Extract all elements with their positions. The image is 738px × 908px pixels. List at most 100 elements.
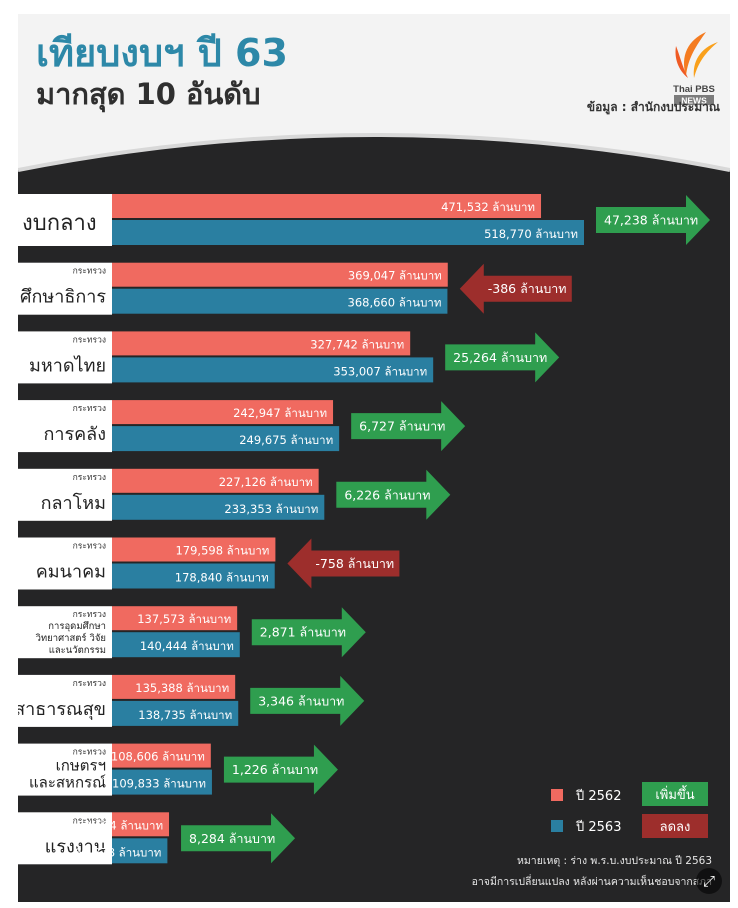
- category-panel: [18, 262, 112, 315]
- category-label: แรงงาน: [45, 836, 106, 857]
- bar-2563: [112, 220, 584, 245]
- category-label: เกษตรฯ: [56, 757, 106, 775]
- bar-2563-label: 140,444 ล้านบาท: [140, 639, 234, 653]
- category-prefix: กระทรวง: [73, 335, 106, 345]
- category-label: และนวัตกรรม: [49, 645, 106, 656]
- category-prefix: กระทรวง: [73, 542, 106, 552]
- category-prefix: กระทรวง: [73, 816, 106, 826]
- note-line-2: อาจมีการเปลี่ยนแปลง หลังผ่านความเห็นชอบจ…: [471, 876, 712, 888]
- change-label: 25,264 ล้านบาท: [453, 350, 547, 365]
- category-label: กลาโหม: [41, 492, 106, 514]
- increase-arrow: [251, 607, 366, 658]
- category-panel: [18, 468, 112, 521]
- bar-2563: [112, 357, 434, 383]
- bar-2563-label: 138,735 ล้านบาท: [138, 708, 232, 722]
- bar-2562-label: 135,388 ล้านบาท: [135, 681, 229, 695]
- decrease-arrow: [287, 538, 400, 589]
- bar-2563: [112, 632, 240, 658]
- bar-2562-label: 242,947 ล้านบาท: [233, 406, 327, 420]
- increase-arrow: [336, 469, 451, 520]
- change-label: 8,284 ล้านบาท: [189, 831, 275, 846]
- bar-2562-label: 471,532 ล้านบาท: [441, 200, 535, 214]
- category-panel: [18, 537, 112, 590]
- header-curve: [18, 130, 730, 194]
- legend-swatch-2563: [551, 820, 563, 832]
- bar-2563: [112, 769, 212, 795]
- change-label: 6,727 ล้านบาท: [359, 419, 445, 434]
- change-label: 6,226 ล้านบาท: [344, 487, 430, 502]
- category-label: สาธารณสุข: [18, 699, 106, 720]
- bar-2562-label: 327,742 ล้านบาท: [310, 337, 404, 351]
- bar-2562: [112, 812, 170, 837]
- category-label: มหาดไทย: [29, 354, 106, 376]
- category-prefix: กระทรวง: [73, 473, 106, 483]
- bar-2563-label: 368,660 ล้านบาท: [348, 296, 442, 310]
- bar-2562-label: 369,047 ล้านบาท: [348, 269, 442, 283]
- bar-2563: [112, 426, 340, 452]
- increase-arrow: [250, 675, 365, 726]
- category-label: ศึกษาธิการ: [20, 287, 106, 308]
- category-prefix: กระทรวง: [73, 679, 106, 689]
- change-label: 47,238 ล้านบาท: [604, 213, 698, 228]
- bar-2563-label: 109,833 ล้านบาท: [112, 777, 206, 791]
- category-label: การอุดมศึกษา: [48, 621, 106, 632]
- bar-2563: [112, 838, 168, 864]
- change-label: 1,226 ล้านบาท: [232, 762, 318, 777]
- page-subtitle: มากสุด 10 อันดับ: [36, 77, 261, 111]
- category-panel: [18, 743, 112, 796]
- legend-increase-label: เพิ่มขึ้น: [655, 785, 694, 803]
- category-panel: [18, 606, 112, 659]
- legend-decrease: [642, 814, 708, 838]
- legend-decrease-label: ลดลง: [660, 820, 691, 835]
- bar-2563: [112, 288, 448, 314]
- increase-arrow: [445, 332, 560, 383]
- change-label: -758 ล้านบาท: [315, 556, 394, 571]
- source-label: ข้อมูล : สำนักงบประมาณ: [586, 100, 720, 114]
- bar-2562: [112, 674, 236, 699]
- category-label: วิทยาศาสตร์ วิจัย: [35, 632, 106, 644]
- category-label: งบกลาง: [22, 211, 97, 236]
- budget-chart: งบกลาง 471,532 ล้านบาท 518,770 ล้านบาท 47,2…: [18, 194, 710, 865]
- category-panel: [18, 194, 112, 246]
- bar-2562: [112, 537, 276, 562]
- category-label: การคลัง: [43, 424, 106, 445]
- bar-2562: [112, 743, 211, 768]
- bar-2563-label: 249,675 ล้านบาท: [239, 433, 333, 447]
- bar-2563-label: 60,878 ล้านบาท: [75, 845, 162, 859]
- bar-2563: [112, 563, 275, 589]
- bar-2563-label: 518,770 ล้านบาท: [484, 227, 578, 241]
- change-label: 2,871 ล้านบาท: [260, 625, 346, 640]
- bar-2562: [112, 468, 319, 493]
- change-label: 3,346 ล้านบาท: [258, 693, 344, 708]
- bar-2562-label: 108,606 ล้านบาท: [111, 750, 205, 764]
- bar-2562: [112, 194, 542, 218]
- bar-2562: [112, 262, 448, 287]
- increase-arrow: [596, 195, 710, 245]
- bar-2562: [112, 606, 238, 631]
- category-panel: [18, 812, 112, 865]
- infographic: เทียบงบฯ ปี 63 มากสุด 10 อันดับ Thai PBS…: [18, 14, 730, 902]
- category-label: คมนาคม: [36, 562, 106, 583]
- bar-2562-label: 179,598 ล้านบาท: [175, 544, 269, 558]
- bar-2562-label: 62,694 ล้านบาท: [76, 818, 163, 832]
- page-title: เทียบงบฯ ปี 63: [36, 31, 288, 75]
- bar-2563-label: 353,007 ล้านบาท: [333, 364, 427, 378]
- category-prefix: กระทรวง: [73, 610, 106, 620]
- bar-2562: [112, 331, 411, 356]
- bar-2563: [112, 700, 239, 726]
- note-line-1: หมายเหตุ : ร่าง พ.ร.บ.งบประมาณ ปี 2563: [516, 855, 712, 867]
- thaipbs-logo: Thai PBS NEWS: [673, 32, 718, 106]
- category-prefix: กระทรวง: [73, 748, 106, 758]
- category-label: และสหกรณ์: [29, 774, 106, 792]
- increase-arrow: [351, 401, 466, 452]
- bar-2563-label: 178,840 ล้านบาท: [175, 571, 269, 585]
- category-panel: [18, 331, 112, 384]
- bar-2562-label: 227,126 ล้านบาท: [219, 475, 313, 489]
- legend-increase: [642, 782, 708, 806]
- bar-2562: [112, 400, 334, 425]
- logo-text: Thai PBS: [673, 84, 715, 95]
- decrease-arrow: [459, 263, 572, 314]
- category-panel: [18, 400, 112, 453]
- expand-icon[interactable]: ⤢: [696, 868, 722, 894]
- logo-badge: NEWS: [681, 96, 707, 106]
